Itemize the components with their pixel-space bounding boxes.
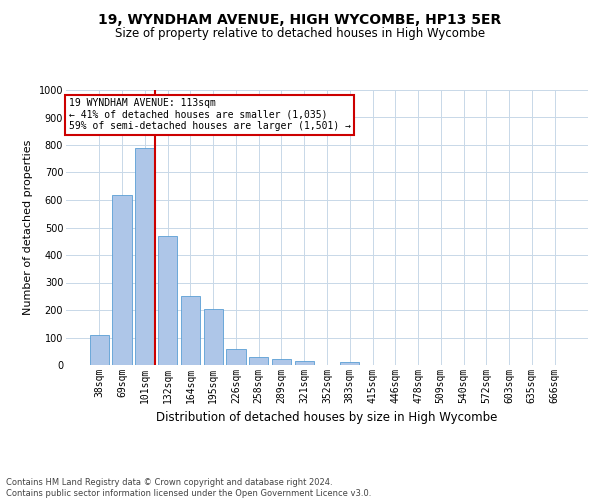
Text: 19, WYNDHAM AVENUE, HIGH WYCOMBE, HP13 5ER: 19, WYNDHAM AVENUE, HIGH WYCOMBE, HP13 5… bbox=[98, 12, 502, 26]
Bar bbox=[226, 348, 245, 365]
Bar bbox=[158, 236, 178, 365]
Bar bbox=[90, 335, 109, 365]
Text: 19 WYNDHAM AVENUE: 113sqm
← 41% of detached houses are smaller (1,035)
59% of se: 19 WYNDHAM AVENUE: 113sqm ← 41% of detac… bbox=[68, 98, 350, 132]
Bar bbox=[340, 362, 359, 365]
Text: Contains HM Land Registry data © Crown copyright and database right 2024.
Contai: Contains HM Land Registry data © Crown c… bbox=[6, 478, 371, 498]
Bar bbox=[135, 148, 155, 365]
X-axis label: Distribution of detached houses by size in High Wycombe: Distribution of detached houses by size … bbox=[157, 412, 497, 424]
Bar bbox=[272, 359, 291, 365]
Bar bbox=[249, 358, 268, 365]
Bar bbox=[295, 361, 314, 365]
Y-axis label: Number of detached properties: Number of detached properties bbox=[23, 140, 33, 315]
Bar bbox=[112, 194, 132, 365]
Text: Size of property relative to detached houses in High Wycombe: Size of property relative to detached ho… bbox=[115, 28, 485, 40]
Bar bbox=[181, 296, 200, 365]
Bar bbox=[203, 308, 223, 365]
